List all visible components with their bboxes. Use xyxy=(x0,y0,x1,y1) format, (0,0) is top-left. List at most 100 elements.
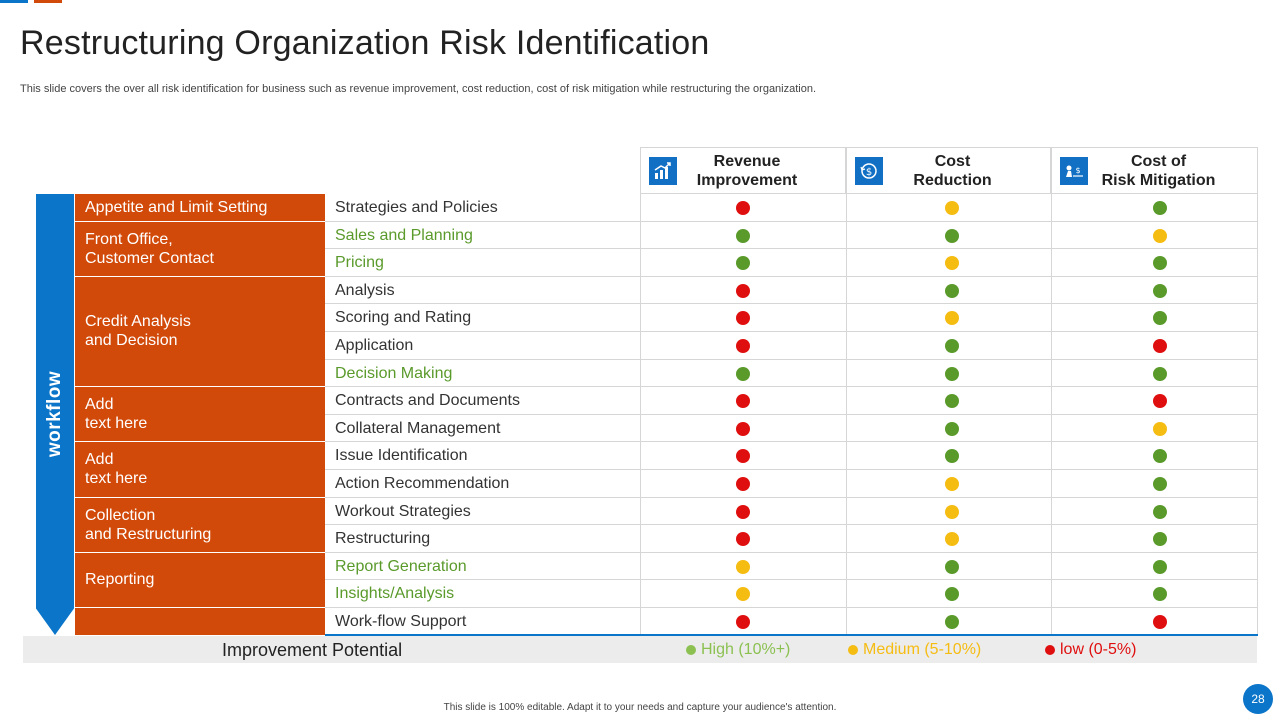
rating-dot-low xyxy=(736,311,750,326)
task-label: Collateral Management xyxy=(335,419,501,437)
grid-divider xyxy=(846,147,847,635)
task-label: Workout Strategies xyxy=(335,502,471,520)
grid-divider xyxy=(1051,147,1052,635)
page-title: Restructuring Organization Risk Identifi… xyxy=(20,24,710,62)
rating-dot-low xyxy=(1153,615,1167,629)
rating-dot-low xyxy=(736,615,750,629)
column-header-revenue: Revenue Improvement xyxy=(640,147,846,194)
table-row: Decision Making xyxy=(325,360,1257,388)
table-row: Workout Strategies xyxy=(325,498,1257,526)
task-label: Application xyxy=(335,337,414,354)
rating-dot-high xyxy=(1153,283,1167,298)
rating-dot-high xyxy=(1153,559,1167,574)
category-label: Collection and Restructuring xyxy=(85,506,212,543)
category-label: Add text here xyxy=(85,451,148,488)
rating-dot-high xyxy=(1153,311,1167,326)
column-label: Revenue Improvement xyxy=(696,152,798,189)
rating-dot-high xyxy=(945,339,959,353)
rating-dot-high xyxy=(1153,587,1167,602)
category-block: Collection and Restructuring xyxy=(75,497,325,552)
column-header-risk-mitigation: $ Cost of Risk Mitigation xyxy=(1051,147,1258,194)
svg-text:$: $ xyxy=(866,167,872,178)
rating-dot-high xyxy=(945,559,959,574)
column-label: Cost of Risk Mitigation xyxy=(1101,152,1216,189)
accent-bar-blue xyxy=(0,0,28,3)
table-row: Sales and Planning xyxy=(325,222,1257,250)
rating-dot-low xyxy=(736,477,750,491)
rating-dot-medium xyxy=(945,477,959,491)
task-label: Issue Identification xyxy=(335,447,468,465)
legend-label: low (0-5%) xyxy=(1060,641,1137,658)
task-label: Restructuring xyxy=(335,530,431,548)
rating-dot-low xyxy=(736,339,750,353)
rating-dot-low xyxy=(1153,339,1167,353)
accent-bar-orange xyxy=(34,0,62,3)
rating-dot-low xyxy=(736,283,750,298)
table-row: Strategies and Policies xyxy=(325,194,1257,222)
column-header-cost-reduction: $ Cost Reduction xyxy=(846,147,1051,194)
page-subtitle: This slide covers the over all risk iden… xyxy=(20,83,817,95)
workflow-ribbon xyxy=(36,194,74,635)
task-label: Analysis xyxy=(335,281,395,299)
rating-dot-high xyxy=(1153,532,1167,547)
task-label: Contracts and Documents xyxy=(335,392,520,410)
workflow-label: workflow xyxy=(44,370,65,458)
dollar-cycle-icon: $ xyxy=(855,156,883,185)
svg-text:$: $ xyxy=(1075,166,1080,175)
category-label: Reporting xyxy=(85,571,155,589)
rating-dot-medium xyxy=(945,532,959,547)
rating-dot-high xyxy=(1153,449,1167,464)
table-row: Application xyxy=(325,332,1257,360)
task-label: Strategies and Policies xyxy=(335,199,498,216)
rating-dot-low xyxy=(736,394,750,409)
category-block: Credit Analysis and Decision xyxy=(75,276,325,387)
rating-dot-high xyxy=(736,366,750,381)
grid-divider xyxy=(1257,147,1258,635)
category-block: Add text here xyxy=(75,387,325,442)
rating-dot-high xyxy=(736,256,750,271)
table-row: Action Recommendation xyxy=(325,470,1257,498)
category-label: Front Office, Customer Contact xyxy=(85,230,214,267)
rating-dot-low xyxy=(736,421,750,436)
category-label: Add text here xyxy=(85,396,148,433)
rating-dot-high xyxy=(945,449,959,464)
rating-dot-high xyxy=(945,421,959,436)
task-label: Scoring and Rating xyxy=(335,309,472,327)
legend-label: Medium (5-10%) xyxy=(863,641,982,658)
rating-dot-high xyxy=(1153,256,1167,271)
table-row: Issue Identification xyxy=(325,442,1257,470)
rating-dot-high xyxy=(1153,477,1167,491)
task-label: Decision Making xyxy=(335,364,453,382)
rating-dot-low xyxy=(1153,394,1167,409)
category-block xyxy=(75,608,325,635)
table-bottom-border xyxy=(325,634,1258,636)
rating-dot-medium xyxy=(945,311,959,326)
task-label: Report Generation xyxy=(335,557,467,575)
table-row: Pricing xyxy=(325,249,1257,277)
table-row: Restructuring xyxy=(325,525,1257,553)
table-row: Insights/Analysis xyxy=(325,580,1257,608)
category-block: Add text here xyxy=(75,442,325,497)
task-label: Pricing xyxy=(335,254,384,272)
legend-high: High (10%+) xyxy=(686,641,790,659)
rating-dot-high xyxy=(1153,504,1167,519)
rating-dot-medium xyxy=(736,587,750,602)
rating-dot-low xyxy=(736,532,750,547)
table-row: Collateral Management xyxy=(325,415,1257,443)
table-row: Contracts and Documents xyxy=(325,387,1257,415)
footer-note: This slide is 100% editable. Adapt it to… xyxy=(443,702,837,713)
rating-dot-high xyxy=(945,394,959,409)
legend-dot xyxy=(848,645,858,655)
rating-dot-high xyxy=(1153,366,1167,381)
rating-dot-medium xyxy=(1153,228,1167,243)
rating-dot-medium xyxy=(736,559,750,574)
category-block: Front Office, Customer Contact xyxy=(75,221,325,276)
category-block: Reporting xyxy=(75,552,325,607)
rating-dot-medium xyxy=(1153,421,1167,436)
task-label: Sales and Planning xyxy=(335,226,473,244)
risk-money-icon: $ xyxy=(1060,156,1088,185)
legend-low: low (0-5%) xyxy=(1045,641,1136,659)
column-label: Cost Reduction xyxy=(913,152,992,189)
task-label: Action Recommendation xyxy=(335,475,510,492)
legend-medium: Medium (5-10%) xyxy=(848,641,981,659)
